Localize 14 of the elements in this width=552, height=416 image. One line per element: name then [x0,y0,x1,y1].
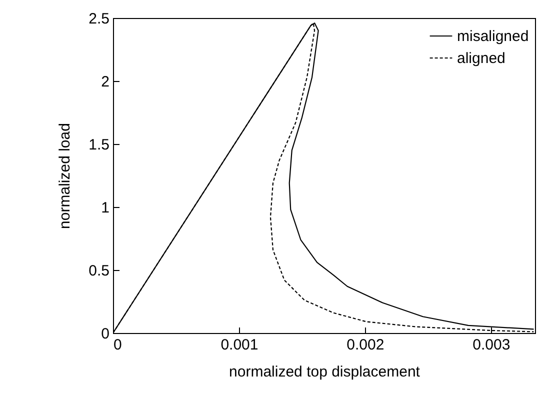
y-tick-label: 2 [101,74,110,90]
y-tick-label: 1.5 [88,136,110,154]
y-tick-label: 0 [101,326,110,342]
y-tick-label: 1 [101,200,110,216]
x-tick-label: 0.002 [346,336,384,354]
x-tick-label: 0 [114,336,122,354]
legend-label: misaligned [457,28,529,45]
y-axis-title: normalized load [56,123,74,229]
legend-label: aligned [457,50,506,67]
x-tick-label: 0.001 [220,336,258,354]
x-tick-label: 0.003 [472,336,510,354]
y-tick-label: 2.5 [88,10,110,28]
x-axis-title: normalized top displacement [229,364,421,380]
y-tick-label: 0.5 [88,262,110,280]
